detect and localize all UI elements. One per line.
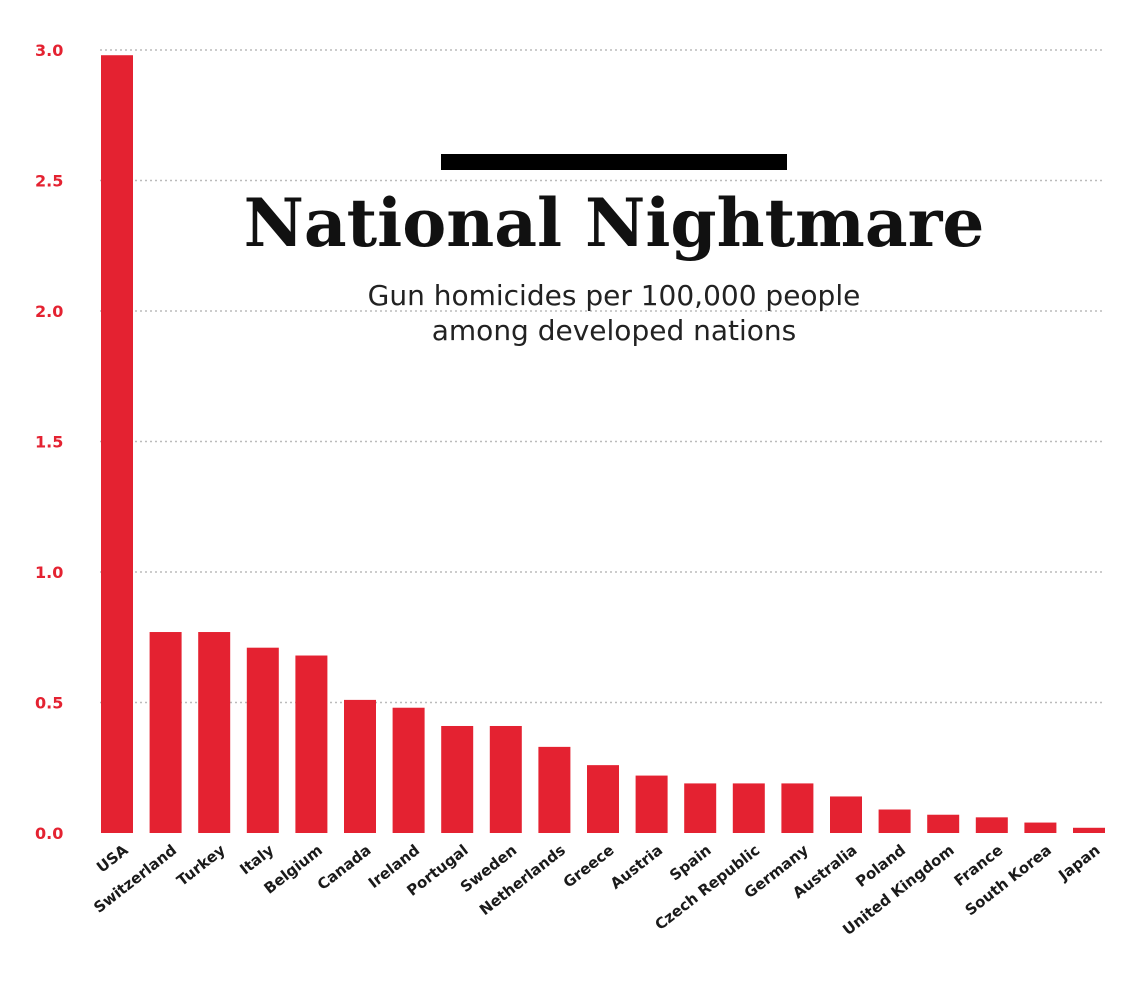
title-rule (441, 154, 787, 170)
bar-netherlands (538, 746, 571, 833)
x-tick-label: USA (93, 841, 132, 877)
x-tick-label: Italy (236, 841, 277, 879)
x-tick-label: Greece (560, 841, 618, 892)
bar-spain (684, 783, 717, 833)
bar-sweden (489, 725, 522, 833)
y-tick-label: 3.0 (35, 41, 63, 60)
bar-germany (781, 783, 814, 833)
bar-south-korea (1024, 822, 1057, 833)
bar-usa (101, 55, 133, 834)
bar-switzerland (149, 632, 182, 833)
bar-czech-republic (732, 783, 765, 833)
bar-france (975, 817, 1008, 833)
bar-turkey (198, 632, 231, 833)
bar-italy (246, 647, 279, 833)
y-tick-label: 1.0 (35, 563, 63, 582)
bar-ireland (392, 707, 425, 833)
x-tick-label: Switzerland (90, 841, 180, 917)
y-axis-ticks: 0.0 0.5 1.0 1.5 2.0 2.5 3.0 (35, 41, 63, 843)
bar-japan (1073, 827, 1105, 833)
chart-title: National Nightmare (244, 184, 985, 262)
bar-belgium (295, 655, 328, 833)
bar-austria (635, 775, 668, 833)
title-block: National Nightmare Gun homicides per 100… (244, 154, 985, 347)
y-tick-label: 2.5 (35, 172, 63, 191)
x-tick-label: Japan (1054, 841, 1103, 885)
x-tick-label: Austria (607, 841, 666, 893)
bar-united-kingdom (927, 814, 960, 833)
bars (101, 55, 1105, 834)
y-tick-label: 1.5 (35, 433, 63, 452)
x-tick-label: Netherlands (476, 841, 569, 919)
bar-australia (830, 796, 862, 833)
x-tick-label: South Korea (962, 841, 1055, 919)
bar-poland (878, 809, 911, 833)
y-tick-label: 2.0 (35, 302, 63, 321)
bar-portugal (441, 725, 474, 833)
gridlines (100, 49, 1105, 704)
y-tick-label: 0.5 (35, 694, 63, 713)
x-tick-label: Canada (314, 841, 375, 894)
x-tick-label: Turkey (173, 841, 229, 890)
chart-subtitle-line-2: among developed nations (432, 314, 797, 347)
chart-subtitle-line-1: Gun homicides per 100,000 people (368, 279, 861, 312)
y-tick-label: 0.0 (35, 824, 63, 843)
bar-greece (587, 765, 619, 833)
bar-canada (344, 699, 376, 833)
